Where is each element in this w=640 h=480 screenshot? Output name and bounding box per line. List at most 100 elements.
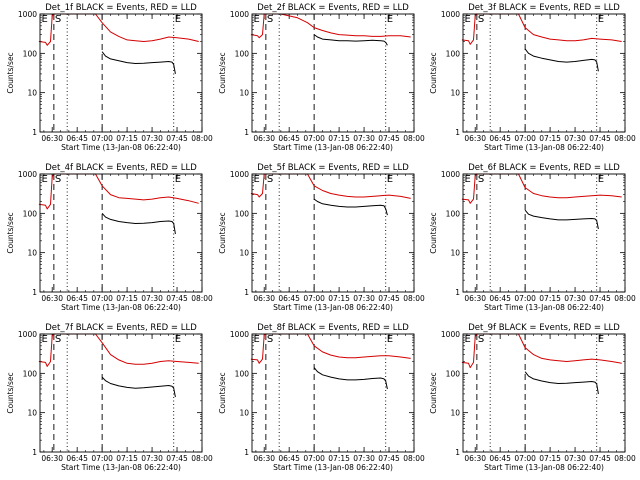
x-tick-label: 07:45 [378,454,400,463]
series-line-events [524,371,599,394]
x-axis-label: Start Time (13-Jan-08 06:22:40) [484,143,604,152]
y-tick-label: 1 [244,448,249,457]
panel-1: Det_1f BLACK = Events, RED = LLD Counts/s… [6,3,213,152]
x-tick-label: 08:00 [191,294,213,303]
y-tick-label: 1 [32,128,37,137]
panel-5: Det_5f BLACK = Events, RED = LLD Counts/s… [218,163,425,312]
panel-9: Det_9f BLACK = Events, RED = LLD Counts/s… [429,323,636,472]
y-tick-label: 100 [446,49,461,58]
x-tick-label: 08:00 [403,134,425,143]
y-tick-label: 10 [27,89,37,98]
plot-frame [251,333,415,453]
y-axis-label: Counts/sec [218,212,227,253]
x-tick-label: 07:30 [353,134,375,143]
x-tick-label: 07:00 [91,294,113,303]
panel-title: Det_6f BLACK = Events, RED = LLD [468,163,620,173]
x-tick-label: 07:00 [514,454,536,463]
y-tick-label: 100 [235,369,250,378]
series-line-lld [38,173,199,210]
y-tick-label: 1 [32,448,37,457]
marker-label: E [387,334,393,345]
panel-title: Det_5f BLACK = Events, RED = LLD [257,163,409,173]
x-tick-label: 06:30 [253,294,275,303]
x-tick-label: 06:30 [41,134,63,143]
y-tick-label: 100 [235,209,250,218]
plot-frame [462,173,626,293]
series-line-lld [250,333,411,364]
series-line-events [313,34,388,46]
series-line-events [524,48,599,72]
x-tick-label: 07:30 [564,134,586,143]
x-tick-label: 07:15 [116,134,138,143]
x-tick-label: 07:00 [91,454,113,463]
x-tick-label: 07:30 [353,294,375,303]
y-tick-label: 1000 [18,170,37,179]
x-tick-label: 07:45 [166,294,188,303]
marker-label: S [55,174,61,185]
x-tick-label: 06:30 [464,294,486,303]
x-tick-label: 06:30 [253,454,275,463]
series-line-lld [38,333,199,367]
series-line-lld [461,333,622,369]
panel-4: Det_4f BLACK = Events, RED = LLD Counts/s… [6,163,213,312]
y-tick-label: 1000 [441,170,460,179]
panel-title: Det_2f BLACK = Events, RED = LLD [257,3,409,13]
y-axis-label: Counts/sec [429,372,438,413]
y-tick-label: 1 [32,288,37,297]
marker-label: E [598,334,604,345]
x-tick-label: 08:00 [403,454,425,463]
x-tick-label: 07:30 [564,294,586,303]
marker-label: E [254,334,260,345]
x-tick-label: 07:15 [116,454,138,463]
marker-label: S [478,174,484,185]
x-tick-label: 06:30 [41,454,63,463]
x-tick-label: 07:00 [91,134,113,143]
x-tick-label: 08:00 [403,294,425,303]
x-tick-label: 07:45 [589,454,611,463]
x-tick-label: 07:30 [141,294,163,303]
series-line-lld [250,173,411,199]
marker-label: E [387,14,393,25]
plot-frame [251,173,415,293]
y-tick-label: 1 [455,448,460,457]
x-axis-label: Start Time (13-Jan-08 06:22:40) [484,463,604,472]
x-axis-label: Start Time (13-Jan-08 06:22:40) [484,303,604,312]
x-tick-label: 08:00 [191,134,213,143]
plot-frame [39,333,203,453]
x-tick-label: 07:15 [539,294,561,303]
plot-frame [462,333,626,453]
plot-frame [39,173,203,293]
x-tick-label: 06:45 [66,294,88,303]
x-tick-label: 07:00 [514,134,536,143]
x-tick-label: 07:15 [328,454,350,463]
plot-frame [462,13,626,133]
y-tick-label: 1000 [18,330,37,339]
x-tick-label: 07:30 [353,454,375,463]
y-tick-label: 1 [244,288,249,297]
y-axis-label: Counts/sec [218,52,227,93]
x-axis-label: Start Time (13-Jan-08 06:22:40) [273,303,393,312]
marker-label: E [387,174,393,185]
marker-label: E [175,174,181,185]
x-tick-label: 06:30 [41,294,63,303]
marker-label: S [267,174,273,185]
panel-8: Det_8f BLACK = Events, RED = LLD Counts/s… [218,323,425,472]
x-axis-label: Start Time (13-Jan-08 06:22:40) [273,143,393,152]
y-axis-label: Counts/sec [429,212,438,253]
x-tick-label: 07:45 [378,134,400,143]
x-tick-label: 06:30 [464,134,486,143]
x-axis-label: Start Time (13-Jan-08 06:22:40) [61,143,181,152]
y-tick-label: 100 [446,209,461,218]
panel-title: Det_3f BLACK = Events, RED = LLD [468,3,620,13]
x-tick-label: 07:30 [564,454,586,463]
plot-frame [39,13,203,133]
marker-label: E [598,174,604,185]
x-axis-label: Start Time (13-Jan-08 06:22:40) [61,303,181,312]
x-tick-label: 07:45 [589,134,611,143]
x-tick-label: 06:45 [278,294,300,303]
y-tick-label: 1000 [230,170,249,179]
x-tick-label: 06:30 [253,134,275,143]
x-tick-label: 07:45 [166,134,188,143]
y-axis-label: Counts/sec [218,372,227,413]
x-axis-label: Start Time (13-Jan-08 06:22:40) [273,463,393,472]
